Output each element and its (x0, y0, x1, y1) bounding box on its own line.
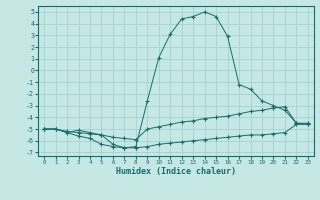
X-axis label: Humidex (Indice chaleur): Humidex (Indice chaleur) (116, 167, 236, 176)
